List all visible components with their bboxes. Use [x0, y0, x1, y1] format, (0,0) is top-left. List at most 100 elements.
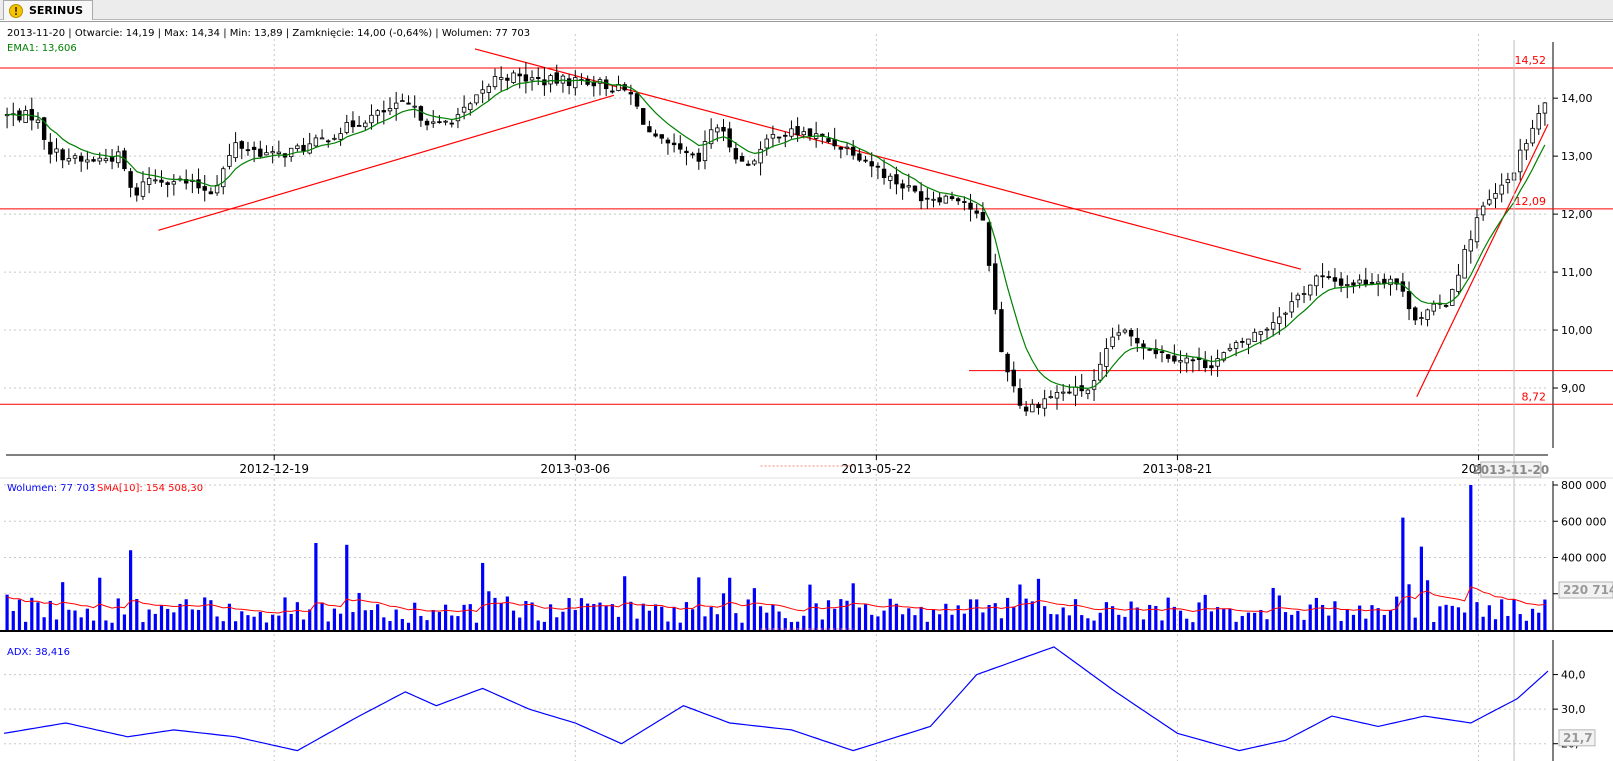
chart-frame [0, 21, 1613, 761]
volume-bar [1228, 608, 1232, 630]
candle-body [1270, 322, 1276, 330]
volume-bar [1135, 607, 1139, 630]
candle-body [1011, 369, 1016, 387]
candle-body [486, 85, 492, 93]
volume-bar [833, 608, 837, 630]
volume-bar [153, 613, 157, 630]
candle-body [1209, 365, 1214, 369]
candle-body [912, 185, 918, 192]
candle-body [1184, 357, 1189, 364]
volume-bar [592, 604, 596, 630]
candle-body [696, 152, 701, 162]
candle-body [492, 76, 498, 88]
volume-bar [715, 614, 719, 630]
candle-body [783, 134, 788, 137]
tab-bar: ! SERINUS [0, 0, 1613, 20]
candle-body [196, 179, 201, 189]
volume-bar [981, 612, 985, 630]
candle-body [733, 148, 739, 160]
volume-bar [382, 617, 386, 630]
volume-bar [1376, 608, 1380, 630]
candle-body [980, 212, 986, 221]
volume-bar [1543, 599, 1547, 630]
candle-body [35, 119, 41, 123]
volume-last-label: 220 714 [1563, 583, 1613, 597]
candle-body [647, 126, 652, 133]
candle-body [159, 179, 164, 183]
volume-bar [586, 603, 590, 630]
candle-body [1104, 348, 1109, 367]
candle-body [962, 201, 967, 203]
candle-body [1147, 348, 1152, 351]
volume-bar [1203, 594, 1207, 630]
volume-bar [647, 610, 651, 630]
y-tick-label: 9,00 [1561, 382, 1586, 395]
volume-bar [999, 618, 1004, 630]
candle-body [659, 134, 664, 139]
volume-bar [802, 615, 806, 630]
candle-body [221, 168, 226, 188]
candle-body [85, 159, 90, 163]
volume-bar [308, 609, 312, 630]
y-tick-label: 30,0 [1561, 703, 1586, 716]
candle-body [443, 120, 448, 123]
candle-body [894, 174, 899, 185]
candle-body [1518, 149, 1523, 173]
volume-bar [944, 603, 948, 630]
volume-bar [703, 616, 707, 630]
level-label: 8,72 [1522, 390, 1547, 403]
volume-bar [406, 622, 411, 630]
volume-bar [1537, 612, 1541, 630]
volume-bar [79, 617, 83, 630]
candle-body [1215, 358, 1220, 367]
trend-line [158, 94, 615, 231]
volume-bar [771, 604, 775, 630]
volume-bar [363, 610, 367, 630]
tab-serinus[interactable]: ! SERINUS [3, 0, 93, 20]
candle-body [721, 126, 726, 132]
volume-bar [1036, 578, 1041, 630]
volume-bar [227, 603, 232, 630]
candle-body [764, 138, 769, 149]
candle-body [233, 142, 238, 159]
candle-body [313, 137, 319, 147]
volume-bar [709, 607, 713, 630]
candle-body [1394, 278, 1399, 285]
volume-bar [369, 610, 374, 630]
volume-bar [5, 594, 9, 630]
volume-bar [610, 604, 614, 630]
candle-body [832, 139, 837, 147]
volume-bar [598, 602, 602, 630]
candle-body [1301, 293, 1307, 295]
candle-body [1375, 281, 1381, 284]
volume-bar [987, 604, 991, 630]
candle-body [1042, 398, 1047, 409]
volume-bar [1395, 596, 1399, 630]
volume-bar [901, 614, 905, 630]
candle-body [591, 81, 597, 87]
candle-body [474, 94, 479, 104]
trend-line [1416, 124, 1549, 397]
volume-bar [1364, 618, 1368, 630]
volume-bar [1018, 584, 1022, 630]
volume-bar [1154, 606, 1158, 630]
candle-body [610, 90, 615, 93]
candle-body [276, 151, 282, 154]
candle-body [1060, 391, 1066, 394]
candle-body [863, 159, 868, 162]
volume-bar [1234, 621, 1238, 630]
volume-bar [1506, 615, 1510, 630]
candle-body [1450, 289, 1455, 306]
candle-body [381, 110, 387, 113]
volume-bar [1166, 597, 1170, 630]
volume-bar [1475, 602, 1479, 630]
volume-bar [289, 613, 293, 630]
volume-bar [567, 598, 571, 630]
candle-body [171, 181, 177, 185]
volume-bar [870, 614, 874, 630]
volume-bar [1012, 606, 1016, 630]
volume-bar [11, 610, 15, 630]
candle-body [752, 160, 757, 165]
volume-bar [283, 597, 287, 630]
